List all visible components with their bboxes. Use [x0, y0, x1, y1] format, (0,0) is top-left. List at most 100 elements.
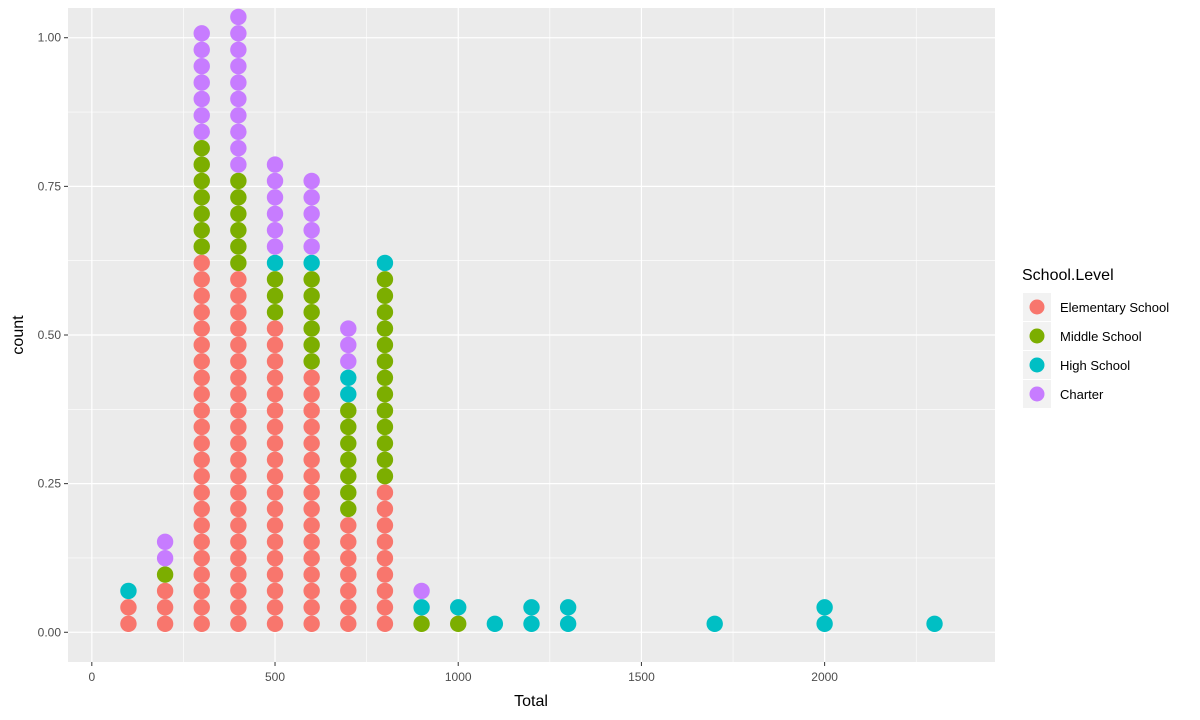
- dot-elementary-school: [193, 451, 210, 468]
- dot-elementary-school: [376, 533, 394, 550]
- dot-charter: [340, 320, 357, 337]
- dot-high-school: [926, 615, 943, 632]
- dot-elementary-school: [266, 599, 284, 616]
- dot-high-school: [523, 599, 540, 616]
- dot-elementary-school: [156, 615, 174, 632]
- dot-elementary-school: [376, 566, 394, 583]
- dot-elementary-school: [266, 418, 284, 436]
- dot-charter: [193, 123, 210, 140]
- dot-elementary-school: [230, 582, 247, 600]
- dot-elementary-school: [303, 484, 320, 501]
- dot-charter: [340, 336, 357, 354]
- dot-elementary-school: [266, 435, 284, 452]
- x-tick-label: 1500: [628, 670, 655, 684]
- dot-elementary-school: [303, 533, 320, 550]
- dot-middle-school: [230, 189, 247, 206]
- dot-elementary-school: [266, 615, 284, 632]
- dot-elementary-school: [193, 566, 210, 583]
- dot-middle-school: [193, 221, 210, 239]
- dot-charter: [156, 549, 174, 567]
- dot-charter: [266, 189, 284, 206]
- dot-elementary-school: [193, 615, 210, 632]
- dot-elementary-school: [303, 467, 320, 485]
- dot-elementary-school: [120, 615, 137, 632]
- dot-high-school: [340, 369, 357, 386]
- x-axis-title: Total: [514, 693, 548, 710]
- dot-charter: [230, 90, 247, 108]
- x-tick-label: 1000: [445, 670, 472, 684]
- dot-charter: [266, 238, 284, 255]
- dot-middle-school: [376, 303, 394, 321]
- dot-elementary-school: [193, 599, 210, 616]
- dot-elementary-school: [193, 320, 210, 337]
- dot-elementary-school: [303, 418, 320, 436]
- dot-elementary-school: [193, 287, 210, 304]
- dot-middle-school: [376, 271, 394, 288]
- legend-key: [1029, 299, 1045, 315]
- dot-charter: [303, 189, 320, 206]
- dot-elementary-school: [193, 254, 210, 272]
- dot-high-school: [120, 582, 137, 600]
- dot-elementary-school: [266, 369, 284, 386]
- legend-key: [1029, 386, 1045, 402]
- dot-elementary-school: [376, 615, 394, 632]
- dot-high-school: [303, 254, 320, 272]
- dot-elementary-school: [230, 320, 247, 337]
- dot-elementary-school: [376, 599, 394, 616]
- dot-elementary-school: [303, 500, 320, 518]
- dot-middle-school: [266, 287, 284, 304]
- dot-high-school: [706, 615, 723, 632]
- dot-charter: [303, 205, 320, 222]
- dot-elementary-school: [193, 484, 210, 501]
- dot-middle-school: [230, 205, 247, 222]
- dot-elementary-school: [193, 582, 210, 600]
- legend-key: [1029, 328, 1045, 344]
- dot-elementary-school: [230, 599, 247, 616]
- dot-high-school: [340, 385, 357, 403]
- dot-elementary-school: [266, 320, 284, 337]
- dot-elementary-school: [230, 418, 247, 436]
- dot-elementary-school: [376, 500, 394, 518]
- dot-middle-school: [376, 418, 394, 436]
- dot-elementary-school: [193, 435, 210, 452]
- dot-elementary-school: [193, 500, 210, 518]
- dot-middle-school: [376, 385, 394, 403]
- legend-label: Charter: [1060, 387, 1104, 402]
- dot-middle-school: [340, 451, 357, 468]
- dot-high-school: [559, 615, 577, 632]
- dot-middle-school: [303, 271, 320, 288]
- dot-elementary-school: [193, 533, 210, 550]
- dot-charter: [230, 139, 247, 157]
- dot-middle-school: [376, 435, 394, 452]
- dot-charter: [193, 74, 210, 91]
- dot-charter: [266, 205, 284, 222]
- dot-elementary-school: [230, 451, 247, 468]
- dot-elementary-school: [266, 451, 284, 468]
- dot-charter: [230, 74, 247, 91]
- dot-elementary-school: [266, 566, 284, 583]
- dot-elementary-school: [303, 435, 320, 452]
- dot-middle-school: [340, 418, 357, 436]
- dot-middle-school: [340, 467, 357, 485]
- dot-elementary-school: [266, 402, 284, 419]
- dot-charter: [230, 156, 247, 173]
- dot-elementary-school: [266, 500, 284, 518]
- dot-charter: [303, 238, 320, 255]
- dot-elementary-school: [193, 336, 210, 354]
- dot-elementary-school: [156, 582, 174, 600]
- dot-elementary-school: [303, 451, 320, 468]
- dot-elementary-school: [230, 303, 247, 321]
- dot-elementary-school: [266, 582, 284, 600]
- dot-high-school: [816, 599, 833, 616]
- legend: School.Level Elementary School Middle Sch…: [1022, 267, 1169, 408]
- y-tick-label: 0.50: [38, 328, 62, 342]
- dot-middle-school: [193, 238, 210, 255]
- dot-charter: [266, 221, 284, 239]
- dot-middle-school: [340, 435, 357, 452]
- dot-charter: [193, 25, 210, 42]
- dot-elementary-school: [156, 599, 174, 616]
- dot-high-school: [266, 254, 284, 272]
- dot-elementary-school: [376, 549, 394, 567]
- dot-elementary-school: [376, 517, 394, 534]
- dot-charter: [193, 107, 210, 124]
